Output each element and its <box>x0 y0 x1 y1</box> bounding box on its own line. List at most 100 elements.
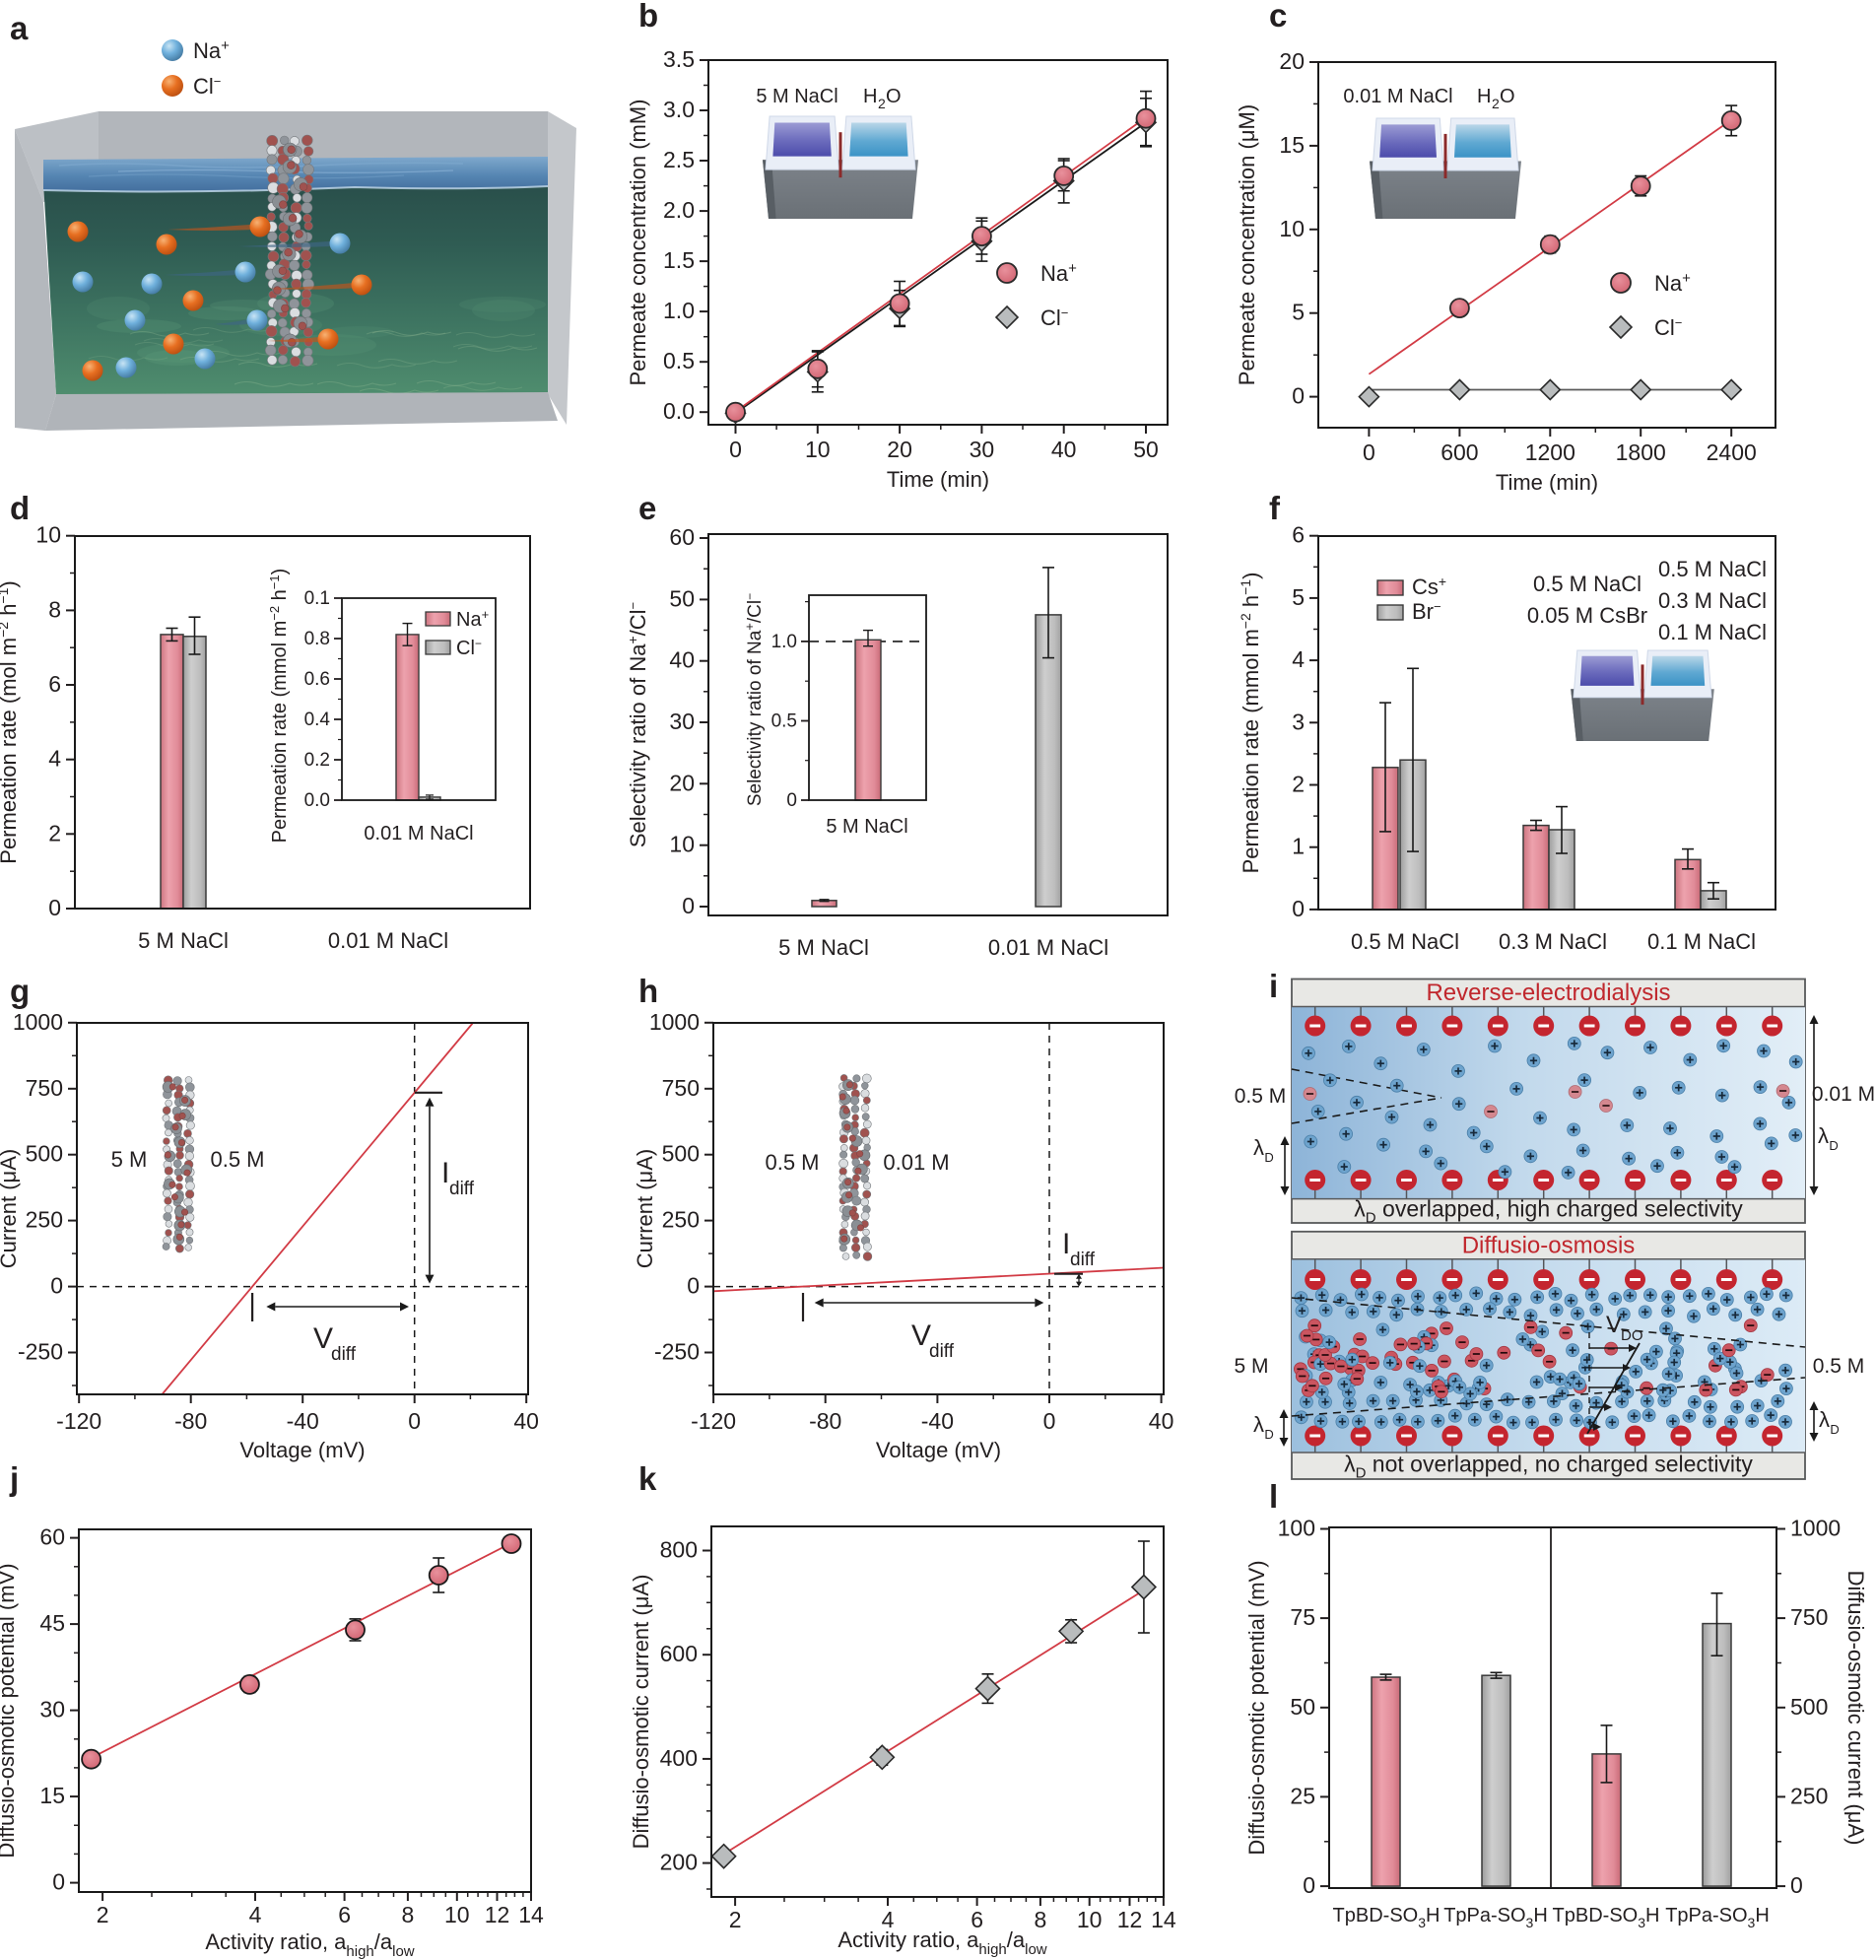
svg-text:Cs+: Cs+ <box>1412 574 1446 599</box>
svg-text:k: k <box>638 1460 657 1497</box>
svg-text:60: 60 <box>669 524 695 550</box>
svg-text:0.5 M: 0.5 M <box>210 1147 264 1172</box>
svg-text:25: 25 <box>1290 1783 1315 1808</box>
svg-text:Na+: Na+ <box>193 37 230 63</box>
svg-text:500: 500 <box>26 1141 63 1167</box>
svg-text:-40: -40 <box>287 1408 319 1434</box>
svg-text:5 M: 5 M <box>1234 1355 1268 1378</box>
svg-text:H: H <box>1477 86 1491 107</box>
svg-text:λ: λ <box>1818 1123 1829 1148</box>
svg-text:250: 250 <box>662 1207 700 1233</box>
svg-text:λD not overlapped, no charged: λD not overlapped, no charged selectivit… <box>1344 1452 1753 1482</box>
svg-text:V: V <box>911 1319 931 1352</box>
svg-text:Selectivity ratio of Na+/Cl−: Selectivity ratio of Na+/Cl− <box>742 593 766 806</box>
svg-text:Permeate concentration (μM): Permeate concentration (μM) <box>1235 104 1259 385</box>
svg-text:0: 0 <box>1292 383 1305 409</box>
svg-text:4: 4 <box>1292 646 1305 672</box>
svg-text:200: 200 <box>660 1850 698 1875</box>
svg-text:20: 20 <box>887 437 912 462</box>
svg-text:Na+: Na+ <box>456 607 489 631</box>
svg-text:0: 0 <box>52 1869 65 1895</box>
svg-text:Permeate concentration (mM): Permeate concentration (mM) <box>626 100 650 386</box>
svg-text:0: 0 <box>687 1273 700 1299</box>
svg-text:D: D <box>1264 1150 1273 1165</box>
svg-text:Reverse-electrodialysis: Reverse-electrodialysis <box>1426 980 1670 1006</box>
svg-text:Current (μA): Current (μA) <box>0 1149 21 1268</box>
svg-text:λD overlapped, high charged se: λD overlapped, high charged selectivity <box>1354 1196 1743 1227</box>
svg-text:0.01 M: 0.01 M <box>883 1150 949 1175</box>
svg-text:0: 0 <box>1043 1408 1056 1434</box>
svg-text:V: V <box>1606 1312 1622 1338</box>
svg-text:Time (min): Time (min) <box>1496 470 1598 495</box>
svg-text:H: H <box>863 86 877 107</box>
svg-text:14: 14 <box>518 1902 544 1927</box>
svg-text:0: 0 <box>1363 439 1375 465</box>
svg-text:Selectivity ratio of Na+/Cl−: Selectivity ratio of Na+/Cl− <box>625 602 650 847</box>
svg-text:10: 10 <box>35 522 61 548</box>
svg-text:c: c <box>1269 0 1287 34</box>
svg-text:2: 2 <box>97 1902 109 1927</box>
svg-text:i: i <box>1269 968 1278 1004</box>
svg-text:D: D <box>1830 1422 1839 1437</box>
svg-text:a: a <box>10 10 29 46</box>
svg-text:60: 60 <box>39 1524 65 1550</box>
svg-text:2: 2 <box>1492 96 1500 111</box>
svg-text:-80: -80 <box>809 1408 841 1434</box>
svg-text:0.01 M NaCl: 0.01 M NaCl <box>1343 86 1452 107</box>
svg-text:8: 8 <box>48 596 61 622</box>
svg-text:0.01 M NaCl: 0.01 M NaCl <box>328 928 448 953</box>
svg-text:2.5: 2.5 <box>663 147 695 172</box>
svg-text:0.6: 0.6 <box>304 669 330 690</box>
svg-text:Voltage (mV): Voltage (mV) <box>239 1438 365 1462</box>
svg-text:1800: 1800 <box>1616 439 1666 465</box>
svg-text:4: 4 <box>48 746 61 772</box>
svg-text:DO: DO <box>1621 1327 1643 1344</box>
svg-text:0: 0 <box>786 790 797 811</box>
svg-text:0.2: 0.2 <box>304 750 330 771</box>
svg-text:Na+: Na+ <box>1654 270 1691 296</box>
svg-text:Permeation rate (mol m−2 h−1): Permeation rate (mol m−2 h−1) <box>0 580 21 863</box>
svg-text:Diffusio-osmosis: Diffusio-osmosis <box>1462 1232 1636 1258</box>
svg-text:2.0: 2.0 <box>663 197 695 223</box>
svg-text:j: j <box>9 1460 19 1497</box>
svg-text:0.4: 0.4 <box>304 710 331 730</box>
svg-text:1000: 1000 <box>1790 1516 1841 1541</box>
svg-text:Diffusio-osmotic current (μA): Diffusio-osmotic current (μA) <box>629 1575 653 1850</box>
svg-text:g: g <box>10 973 30 1009</box>
svg-text:λ: λ <box>1253 1412 1264 1437</box>
svg-text:Br−: Br− <box>1412 599 1441 624</box>
svg-text:-250: -250 <box>18 1339 63 1365</box>
svg-text:l: l <box>1269 1478 1278 1515</box>
svg-text:2: 2 <box>48 820 61 845</box>
svg-text:12: 12 <box>1117 1907 1143 1932</box>
svg-text:500: 500 <box>662 1141 700 1167</box>
svg-text:TpBD-SO3H: TpBD-SO3H <box>1553 1905 1660 1930</box>
svg-text:15: 15 <box>39 1783 65 1808</box>
svg-text:-40: -40 <box>921 1408 954 1434</box>
svg-text:0.5 M NaCl: 0.5 M NaCl <box>1658 557 1767 581</box>
svg-text:8: 8 <box>1035 1907 1047 1932</box>
svg-text:-250: -250 <box>654 1339 700 1365</box>
svg-text:diff: diff <box>449 1179 475 1199</box>
svg-text:250: 250 <box>1790 1783 1828 1808</box>
svg-text:O: O <box>1500 86 1515 107</box>
svg-text:2: 2 <box>1292 772 1305 797</box>
svg-text:diff: diff <box>331 1344 357 1365</box>
svg-text:3: 3 <box>1292 709 1305 734</box>
svg-text:Cl−: Cl− <box>1654 315 1682 340</box>
svg-text:D: D <box>1829 1138 1838 1153</box>
svg-text:10: 10 <box>1077 1907 1103 1932</box>
svg-text:5 M NaCl: 5 M NaCl <box>778 935 869 960</box>
svg-text:50: 50 <box>1290 1694 1315 1720</box>
svg-text:4: 4 <box>882 1907 895 1932</box>
svg-text:20: 20 <box>1279 48 1305 74</box>
svg-text:6: 6 <box>1292 522 1305 548</box>
svg-text:30: 30 <box>39 1697 65 1723</box>
svg-text:0.3 M NaCl: 0.3 M NaCl <box>1658 588 1767 613</box>
svg-text:8: 8 <box>402 1902 415 1927</box>
svg-text:0: 0 <box>682 893 695 918</box>
svg-text:2400: 2400 <box>1707 439 1757 465</box>
svg-text:750: 750 <box>662 1075 700 1101</box>
svg-text:0: 0 <box>1790 1872 1803 1898</box>
svg-text:800: 800 <box>660 1537 698 1563</box>
